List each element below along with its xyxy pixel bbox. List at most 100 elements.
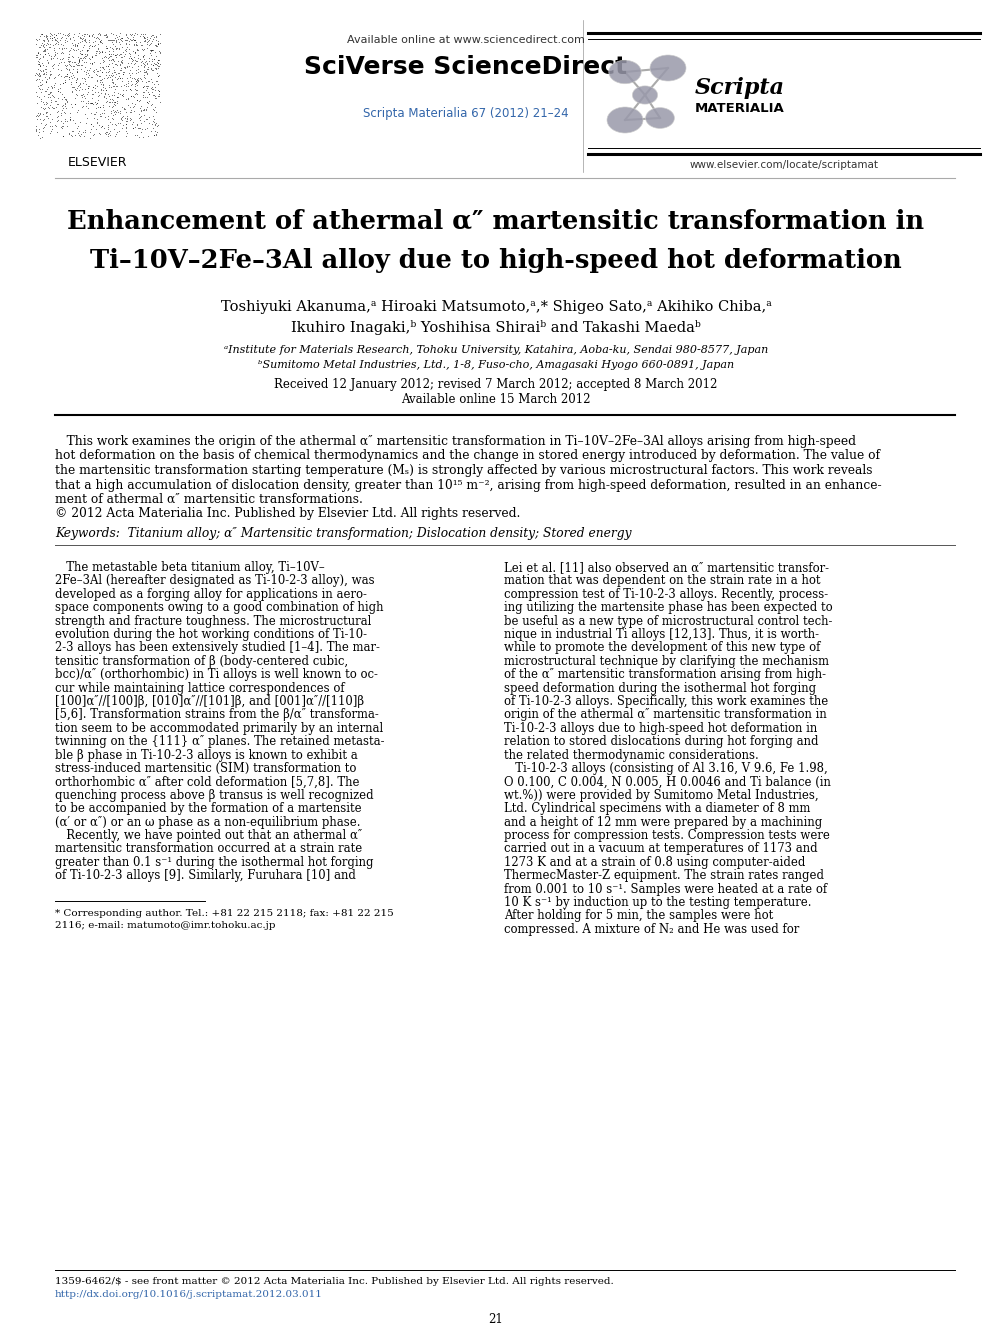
Point [83,112,99,134]
Point [141,91,157,112]
Text: Ti-10-2-3 alloys (consisting of Al 3.16, V 9.6, Fe 1.98,: Ti-10-2-3 alloys (consisting of Al 3.16,… [504,762,827,775]
Point [139,86,155,107]
Point [34,74,50,95]
Point [113,29,129,50]
Point [147,77,163,98]
Point [87,45,103,66]
Point [39,93,55,114]
Point [136,66,152,87]
Point [127,78,143,99]
Point [70,22,86,44]
Point [139,64,155,85]
Point [74,29,90,50]
Point [123,74,139,95]
Point [144,49,160,70]
Point [73,123,89,144]
Point [51,65,66,86]
Point [86,74,102,95]
Point [114,70,130,91]
Text: wt.%)) were provided by Sumitomo Metal Industries,: wt.%)) were provided by Sumitomo Metal I… [504,789,818,802]
Point [91,85,107,106]
Point [148,97,164,118]
Point [109,44,125,65]
Point [92,97,108,118]
Point [102,111,118,132]
Point [57,108,72,130]
Point [106,61,122,82]
Point [145,106,161,127]
Point [88,60,104,81]
Point [117,57,133,78]
Point [63,94,79,115]
Point [36,108,52,130]
Point [104,75,120,97]
Point [113,50,129,71]
Point [50,93,65,114]
Point [43,120,59,142]
Point [46,26,62,48]
Point [61,25,76,46]
Point [84,77,100,98]
Point [60,58,75,79]
Point [67,83,83,105]
Point [89,41,105,62]
Point [97,122,113,143]
Point [41,66,57,87]
Point [108,53,124,74]
Point [31,29,47,50]
Point [63,37,79,58]
Point [108,64,124,85]
Point [94,77,110,98]
Point [35,45,51,66]
Point [142,71,158,93]
Point [58,110,73,131]
Point [36,93,52,114]
Point [61,24,76,45]
Point [78,107,94,128]
Point [30,44,46,65]
Point [135,46,151,67]
Point [86,62,102,83]
Point [82,114,98,135]
Point [92,60,108,81]
Point [136,57,152,78]
Point [114,49,130,70]
Point [62,69,77,90]
Point [104,44,120,65]
Point [98,91,114,112]
Point [127,124,143,146]
Point [120,52,136,73]
Point [38,81,54,102]
Point [71,71,87,93]
Point [87,103,103,124]
Text: ble β phase in Ti-10-2-3 alloys is known to exhibit a: ble β phase in Ti-10-2-3 alloys is known… [55,749,358,762]
Point [49,24,64,45]
Point [79,90,95,111]
Point [139,108,155,130]
Point [110,45,126,66]
Ellipse shape [646,107,675,128]
Point [40,67,56,89]
Point [36,33,52,54]
Point [133,54,149,75]
Point [133,95,149,116]
Point [126,33,142,54]
Point [148,101,164,122]
Point [145,28,161,49]
Point [145,93,161,114]
Point [60,64,75,85]
Point [119,118,135,139]
Point [36,60,52,81]
Text: origin of the athermal α″ martensitic transformation in: origin of the athermal α″ martensitic tr… [504,708,826,721]
Point [75,83,91,105]
Point [66,29,82,50]
Point [87,81,103,102]
Point [123,79,139,101]
Point [143,67,159,89]
Point [122,29,138,50]
Point [137,30,153,52]
Text: of Ti-10-2-3 alloys [9]. Similarly, Furuhara [10] and: of Ti-10-2-3 alloys [9]. Similarly, Furu… [55,869,356,882]
Point [97,46,113,67]
Point [88,28,104,49]
Point [80,40,96,61]
